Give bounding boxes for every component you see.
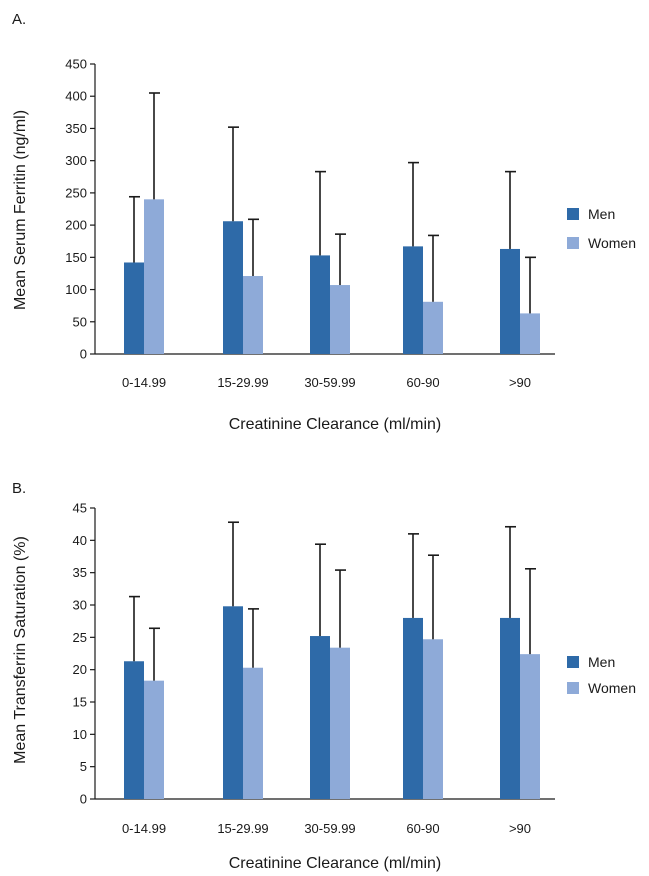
panel-a-bar-men-4: [403, 246, 423, 354]
panel-a-legend-men-label: Men: [588, 206, 615, 222]
panel-b-legend-men-swatch: [567, 656, 579, 668]
panel-a-bar-men-5: [500, 248, 520, 354]
panel-a-bar-women-3: [330, 285, 350, 354]
panel-a-bar-men-2: [223, 221, 243, 354]
panel-b-x-tick-label: >90: [509, 821, 531, 836]
panel-a-label: A.: [12, 11, 26, 28]
panel-a-y-tick-label: 0: [80, 347, 87, 362]
panel-b-legend-men-label: Men: [588, 654, 615, 670]
panel-a-y-axis-title: Mean Serum Ferritin (ng/ml): [12, 110, 29, 310]
panel-a-plot-area: 0 50 100 150 200 250 300 350 400 450 0-14.99 15-29.…: [65, 57, 555, 390]
panel-a-y-tick-label: 350: [65, 121, 87, 136]
panel-a-bar-women-4: [423, 301, 443, 354]
panel-b-y-tick-label: 20: [73, 662, 87, 677]
panel-b-bar-men-4: [403, 617, 423, 799]
panel-a-legend-men-swatch: [567, 208, 579, 220]
panel-a-y-tick-label: 450: [65, 57, 87, 72]
panel-b-legend-women-label: Women: [588, 680, 636, 696]
panel-a-y-tick-label: 50: [73, 314, 87, 329]
panel-a-y-tick-label: 250: [65, 185, 87, 200]
panel-a-y-tick-label: 150: [65, 250, 87, 265]
panel-b-x-tick-label: 30-59.99: [304, 821, 355, 836]
panel-b-y-axis-title: Mean Transferrin Saturation (%): [12, 536, 29, 764]
panel-b-y-tick-label: 5: [80, 759, 87, 774]
panel-b-legend-women-swatch: [567, 682, 579, 694]
panel-a-x-tick-label: 30-59.99: [304, 375, 355, 390]
panel-b-bar-women-3: [330, 647, 350, 799]
panel-b: B. Mean Transferrin Saturation (%) Creat…: [12, 480, 636, 872]
panel-b-bar-women-5: [520, 654, 540, 799]
panel-a-y-tick-label: 300: [65, 153, 87, 168]
panel-b-x-tick-label: 60-90: [406, 821, 439, 836]
panel-b-y-tick-label: 0: [80, 792, 87, 807]
panel-a-x-tick-label: >90: [509, 375, 531, 390]
panel-b-y-tick-label: 25: [73, 630, 87, 645]
panel-a: A. Mean Serum Ferritin (ng/ml) Creatinin…: [12, 11, 636, 433]
panel-a-x-tick-label: 15-29.99: [217, 375, 268, 390]
panel-b-y-tick-label: 10: [73, 727, 87, 742]
panel-b-y-tick-label: 35: [73, 565, 87, 580]
panel-b-bar-men-5: [500, 617, 520, 799]
panel-a-y-tick-label: 400: [65, 89, 87, 104]
panel-b-label: B.: [12, 480, 26, 497]
panel-a-bar-women-1: [144, 199, 164, 354]
panel-a-bar-men-3: [310, 255, 330, 354]
panel-b-legend: Men Women: [567, 654, 636, 696]
panel-a-bar-women-5: [520, 313, 540, 354]
panel-a-y-tick-label: 100: [65, 282, 87, 297]
panel-b-bar-men-1: [124, 661, 144, 799]
panel-b-bar-women-1: [144, 680, 164, 799]
panel-b-x-tick-label: 0-14.99: [122, 821, 166, 836]
panel-b-bar-women-2: [243, 667, 263, 799]
panel-b-plot-area: 0 5 10 15 20 25 30 35 40 45 0-14.99 15-29.99 30-59.9…: [73, 501, 555, 836]
panel-a-x-axis-title: Creatinine Clearance (ml/min): [229, 416, 442, 433]
panel-b-y-tick-label: 15: [73, 695, 87, 710]
panel-a-x-tick-label: 60-90: [406, 375, 439, 390]
panel-b-bar-women-4: [423, 639, 443, 799]
panel-a-legend: Men Women: [567, 206, 636, 251]
panel-a-legend-women-swatch: [567, 237, 579, 249]
panel-b-x-axis-title: Creatinine Clearance (ml/min): [229, 855, 442, 872]
panel-b-y-tick-label: 45: [73, 501, 87, 516]
panel-a-legend-women-label: Women: [588, 235, 636, 251]
panel-a-y-tick-label: 200: [65, 218, 87, 233]
panel-b-x-tick-label: 15-29.99: [217, 821, 268, 836]
panel-b-bar-men-3: [310, 636, 330, 799]
panel-a-bar-men-1: [124, 262, 144, 354]
panel-b-bar-men-2: [223, 606, 243, 799]
panel-b-y-tick-label: 30: [73, 598, 87, 613]
panel-a-bar-women-2: [243, 276, 263, 354]
panel-b-y-tick-label: 40: [73, 533, 87, 548]
panel-a-x-tick-label: 0-14.99: [122, 375, 166, 390]
